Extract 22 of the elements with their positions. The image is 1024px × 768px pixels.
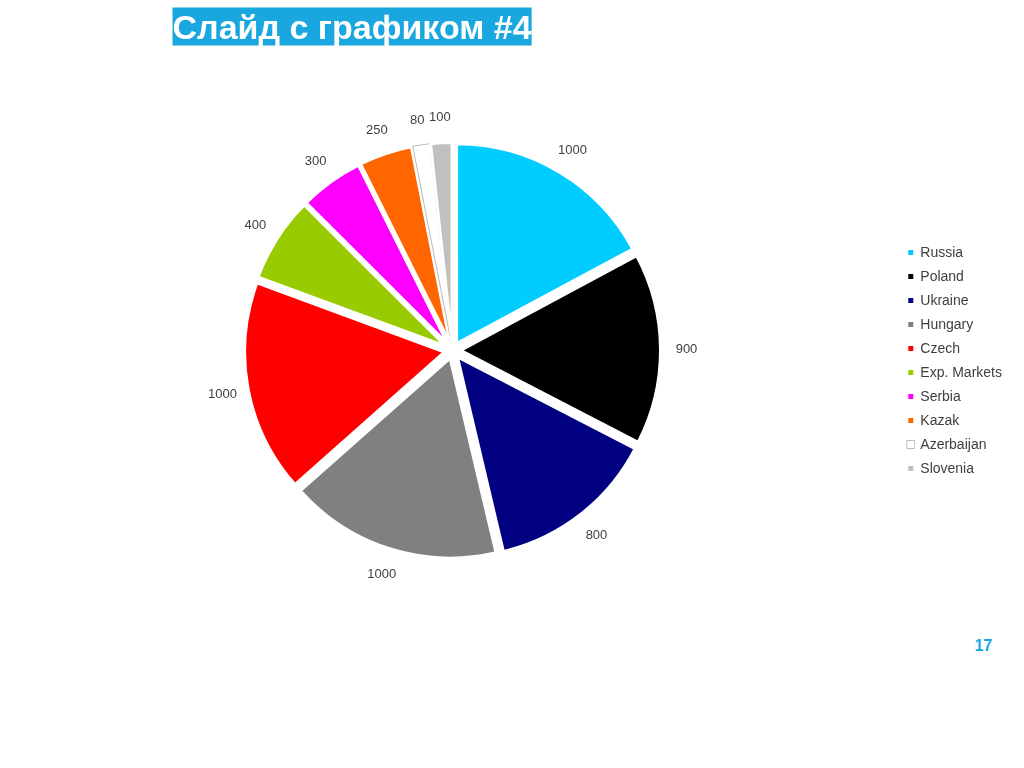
data-label: 400 <box>244 217 267 233</box>
legend-label: Serbia <box>920 388 961 404</box>
legend-label: Russia <box>920 244 964 260</box>
text: 17 <box>974 636 993 654</box>
data-label: 250 <box>366 121 388 137</box>
data-label: 80 <box>410 111 425 127</box>
legend-label: Azerbaijan <box>920 436 987 452</box>
legend-label: Czech <box>920 340 960 356</box>
data-label: 1000 <box>558 142 588 158</box>
legend-label: Exp. Markets <box>920 364 1002 380</box>
legend-label: Poland <box>920 268 964 284</box>
data-label: 1000 <box>208 386 237 402</box>
data-label: 1000 <box>367 566 397 582</box>
legend-label: Ukraine <box>920 292 969 308</box>
legend-label: Slovenia <box>920 460 974 476</box>
data-label: 900 <box>675 341 698 357</box>
legend-label: Hungary <box>920 316 974 332</box>
data-label: 800 <box>585 527 608 543</box>
legend-label: Kazak <box>920 412 960 428</box>
data-label: 100 <box>429 109 451 125</box>
chart-title: Слайд с графиком #4 <box>172 7 532 46</box>
data-label: 300 <box>304 153 327 169</box>
